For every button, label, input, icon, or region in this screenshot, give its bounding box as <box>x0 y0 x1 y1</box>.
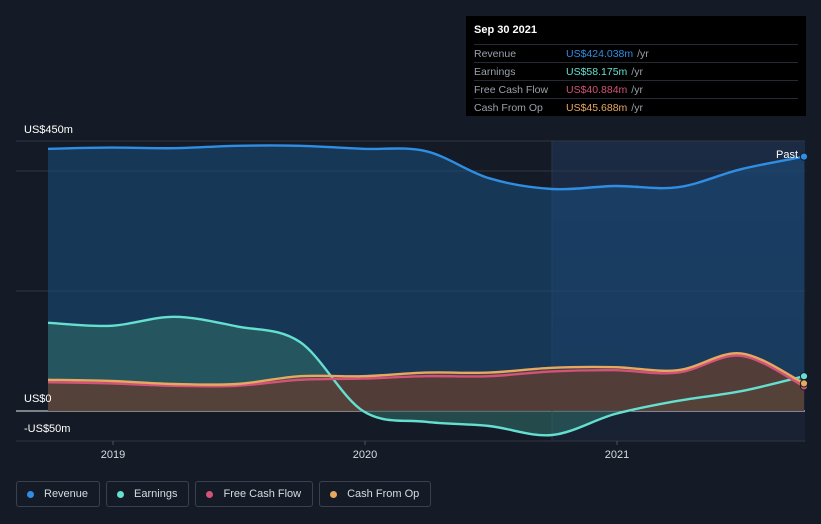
tooltip-unit: /yr <box>637 47 649 60</box>
free-cash-flow-dot-icon <box>206 490 214 498</box>
earnings-end-point <box>799 372 809 381</box>
legend-item-revenue[interactable]: Revenue <box>16 481 101 507</box>
past-label: Past <box>776 149 798 161</box>
cash-from-op-line <box>47 352 805 386</box>
tooltip-unit: /yr <box>631 65 643 78</box>
legend: Revenue Earnings Free Cash Flow Cash Fro… <box>16 481 437 507</box>
legend-item-earnings[interactable]: Earnings <box>106 481 190 507</box>
revenue-line <box>47 144 805 191</box>
tooltip-date: Sep 30 2021 <box>474 24 537 36</box>
revenue-end-point <box>799 152 809 161</box>
tooltip-value: US$424.038m <box>566 47 634 60</box>
tooltip: Sep 30 2021 Revenue US$424.038m /yr Earn… <box>466 16 806 116</box>
legend-label: Free Cash Flow <box>223 488 302 500</box>
tooltip-unit: /yr <box>631 83 643 96</box>
tooltip-value: US$45.688m <box>566 101 628 114</box>
x-axis-label: 2019 <box>101 449 125 461</box>
cash-from-op-dot-icon <box>330 490 338 498</box>
tooltip-label: Earnings <box>474 65 516 78</box>
earnings-dot-icon <box>117 490 125 498</box>
tooltip-row-earnings: Earnings US$58.175m /yr <box>474 62 798 80</box>
legend-item-cash-from-op[interactable]: Cash From Op <box>319 481 432 507</box>
tooltip-unit: /yr <box>631 101 643 114</box>
earnings-line <box>47 315 805 437</box>
y-axis-label: US$0 <box>24 393 52 405</box>
y-axis-label: -US$50m <box>24 423 70 435</box>
revenue-dot-icon <box>27 490 34 498</box>
tooltip-row-free-cash-flow: Free Cash Flow US$40.884m /yr <box>474 80 798 98</box>
tooltip-label: Revenue <box>474 47 517 60</box>
tooltip-value: US$40.884m <box>566 83 628 96</box>
x-axis-label: 2021 <box>605 449 629 461</box>
free-cash-flow-line <box>47 354 805 388</box>
tooltip-label: Free Cash Flow <box>474 83 549 96</box>
tooltip-row-revenue: Revenue US$424.038m /yr <box>474 44 798 62</box>
tooltip-value: US$58.175m <box>566 65 628 78</box>
legend-label: Revenue <box>44 488 89 500</box>
tooltip-row-cash-from-op: Cash From Op US$45.688m /yr <box>474 98 798 116</box>
legend-label: Cash From Op <box>347 488 420 500</box>
cash-from-op-end-point <box>799 379 809 388</box>
legend-item-free-cash-flow[interactable]: Free Cash Flow <box>195 481 314 507</box>
y-axis-label: US$450m <box>24 124 73 136</box>
tooltip-label: Cash From Op <box>474 101 543 114</box>
legend-label: Earnings <box>134 488 178 500</box>
x-axis-label: 2020 <box>353 449 377 461</box>
